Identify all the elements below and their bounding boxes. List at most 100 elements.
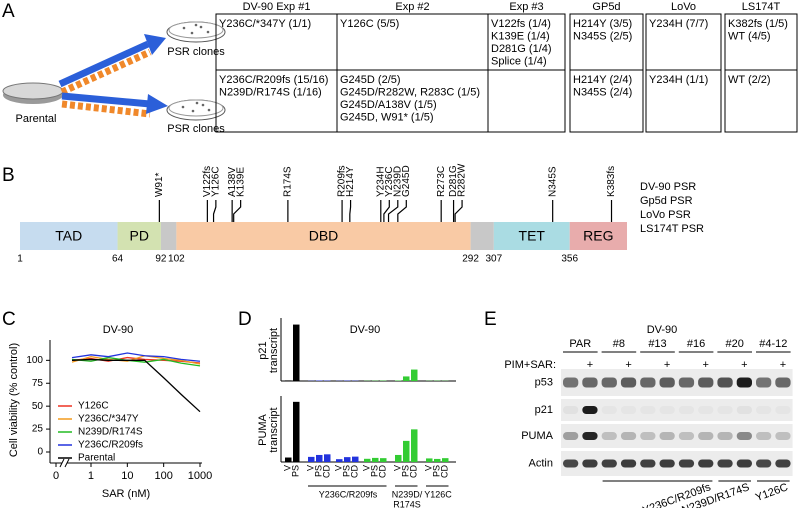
bar (380, 458, 387, 462)
category-label: CD (440, 465, 450, 478)
band (717, 377, 733, 388)
x-tick-label: 100 (154, 470, 172, 482)
cell-text: H214Y (2/4) (573, 74, 632, 86)
bar (426, 458, 433, 462)
cell-text: N345S (2/5) (573, 30, 632, 42)
bar (364, 458, 371, 462)
bar (316, 454, 323, 462)
mutation-label: R273C (436, 166, 447, 197)
band (678, 459, 695, 468)
category-label: V (362, 465, 372, 471)
band (698, 459, 714, 468)
y-tick-label: 0 (37, 447, 43, 458)
x-tick-label: 1000 (188, 470, 212, 482)
domain (20, 222, 118, 250)
bar (308, 456, 315, 462)
category-label: PS (401, 465, 411, 477)
category-label: V (424, 465, 434, 471)
domain (470, 222, 494, 250)
mutation-label: Y126C (211, 166, 222, 197)
y-tick-label: 100 (26, 355, 43, 366)
legend-label: LoVo PSR (640, 209, 691, 221)
x-tick-label: 0 (53, 470, 59, 482)
x-tick-label: 10 (121, 470, 133, 482)
blot-background (561, 399, 793, 421)
position-label: 356 (561, 254, 578, 265)
mutation-label: W91* (154, 172, 165, 197)
treatment-mark: + (780, 359, 786, 371)
category-label: PS (370, 465, 380, 477)
band (775, 432, 791, 440)
series-line (71, 352, 201, 362)
y-tick-label: 25 (32, 424, 44, 435)
band (717, 406, 732, 414)
cell-text: Y126C (5/5) (340, 18, 399, 30)
legend-label: N239D/R174S (78, 427, 143, 438)
category-label: CD (378, 465, 388, 478)
bar (442, 458, 449, 462)
mutation-label: G245D (401, 165, 412, 197)
category-label: V (306, 465, 316, 471)
band (678, 377, 695, 388)
bar (403, 376, 410, 381)
colonies (181, 23, 211, 113)
cell-text: K139E (1/4) (491, 30, 550, 42)
table-cell (645, 69, 722, 133)
blot-background (561, 424, 793, 448)
mutation-label: H214Y (345, 166, 356, 197)
mutation-label: D281G (448, 165, 459, 197)
domain (176, 222, 471, 250)
legend-label: DV-90 PSR (640, 181, 696, 193)
clone-label: PSR clones (167, 123, 225, 135)
column-header: Exp #3 (509, 1, 543, 13)
axis-break (59, 458, 65, 468)
y-axis-label: p21 (257, 341, 269, 359)
legend-label: LS174T PSR (640, 223, 704, 235)
panel-label: E (484, 309, 497, 330)
category-label: CD (409, 465, 419, 478)
cell-text: G245D/R282W, R283C (1/5) (340, 86, 480, 98)
bar (336, 459, 343, 462)
legend-label: Parental (78, 453, 115, 464)
mutation-label: N239D (392, 166, 403, 197)
band (621, 406, 636, 414)
category-label: PS (432, 465, 442, 477)
y-tick-label: 75 (32, 378, 44, 389)
category-label: V (334, 465, 344, 471)
chart-title: DV-90 (350, 324, 381, 336)
blot-background (561, 451, 793, 476)
position-label: 292 (462, 254, 479, 265)
cell-text: N239D/R174S (1/16) (219, 86, 322, 98)
category-label: CD (322, 465, 332, 478)
column-header: GP5d (592, 1, 620, 13)
bar (352, 456, 359, 462)
bar (293, 324, 300, 381)
band (601, 459, 617, 468)
series-line (71, 355, 201, 365)
blot-row-label: PUMA (521, 430, 553, 442)
band (775, 406, 790, 414)
bar (411, 369, 418, 381)
treatment-mark: + (664, 359, 670, 371)
band (563, 377, 579, 388)
position-label: 64 (112, 254, 124, 265)
band (640, 377, 656, 388)
panel-label: B (2, 165, 15, 186)
mutation-label: V122fs (202, 166, 213, 197)
cell-text: Splice (1/4) (491, 55, 547, 67)
mutation-label: R282W (457, 163, 468, 197)
axis-break (64, 458, 70, 468)
arrow-orange (60, 48, 152, 96)
lane-label: #20 (726, 338, 744, 350)
treatment-mark: + (587, 359, 593, 371)
x-axis-label: SAR (nM) (102, 488, 150, 500)
blot-title: DV-90 (647, 324, 678, 336)
blot-row-label: p21 (535, 404, 553, 416)
mutation-label: R209fs (337, 165, 348, 197)
band (736, 377, 752, 388)
parental-label: Parental (16, 113, 57, 125)
band (563, 432, 579, 440)
y-axis-label: transcript (268, 328, 280, 373)
band (736, 406, 752, 414)
band (775, 377, 791, 388)
